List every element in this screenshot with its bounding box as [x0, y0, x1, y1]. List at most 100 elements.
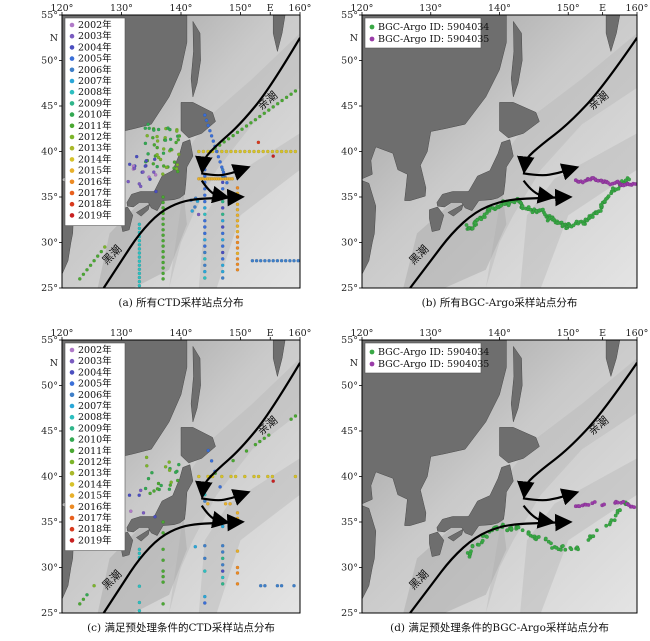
- legend-marker: [69, 470, 75, 476]
- legend-marker: [69, 403, 75, 409]
- legend-label: 2012年: [78, 131, 112, 143]
- station-point: [148, 177, 152, 182]
- legend-label: 2011年: [78, 445, 112, 457]
- land-mass: [190, 345, 201, 422]
- station-point: [243, 149, 247, 154]
- station-point: [220, 569, 225, 573]
- legend-label: 2008年: [78, 86, 112, 98]
- land-mass: [368, 287, 377, 288]
- station-point: [602, 502, 607, 507]
- station-point: [235, 224, 240, 228]
- land-mass: [67, 612, 75, 613]
- station-point: [137, 547, 142, 552]
- legend-marker: [369, 36, 375, 42]
- land-mass: [429, 531, 445, 557]
- station-point: [235, 235, 240, 239]
- station-point: [235, 130, 240, 135]
- station-point: [293, 414, 298, 418]
- station-point: [220, 218, 225, 223]
- station-point: [220, 238, 225, 242]
- lon-tick-label: 120°: [51, 328, 74, 339]
- station-point: [197, 474, 201, 479]
- land-mass: [447, 528, 464, 542]
- station-point: [201, 149, 206, 154]
- legend-label: 2004年: [78, 366, 112, 378]
- station-point: [146, 476, 151, 481]
- station-point: [283, 258, 288, 263]
- station-point: [543, 536, 548, 541]
- station-point: [292, 583, 296, 588]
- lat-tick-label: N: [50, 33, 58, 44]
- legend-box: [64, 342, 126, 551]
- station-point: [235, 246, 240, 250]
- station-point: [262, 436, 267, 441]
- station-point: [148, 491, 152, 496]
- legend-label: 2009年: [78, 422, 112, 434]
- station-point: [154, 189, 158, 194]
- station-point: [203, 269, 207, 274]
- station-point: [152, 143, 157, 147]
- kuroshio-extension-branch-arrow: [201, 164, 251, 181]
- station-point: [220, 257, 225, 261]
- station-point: [145, 464, 149, 468]
- station-point: [156, 481, 161, 486]
- station-point: [235, 511, 240, 515]
- station-point: [143, 126, 148, 130]
- station-point: [164, 165, 169, 170]
- station-point: [220, 524, 225, 529]
- station-point: [206, 502, 210, 506]
- station-point: [151, 135, 155, 140]
- station-point: [172, 160, 177, 164]
- station-point: [256, 140, 261, 145]
- depth-band: [485, 33, 637, 288]
- station-point: [203, 212, 207, 217]
- station-point: [129, 509, 133, 513]
- lon-tick-label: 160°: [289, 328, 312, 339]
- station-point: [167, 487, 172, 491]
- station-point: [235, 582, 240, 586]
- legend-marker: [369, 24, 375, 30]
- station-point: [137, 238, 142, 243]
- station-point: [161, 255, 165, 259]
- station-point: [168, 137, 173, 142]
- station-point: [137, 243, 142, 247]
- station-point: [99, 249, 104, 254]
- legend-label: 2010年: [78, 434, 112, 446]
- legend-box: [364, 342, 482, 374]
- station-point: [235, 571, 240, 575]
- station-point: [155, 134, 159, 139]
- station-point: [220, 167, 225, 172]
- station-point: [263, 583, 267, 588]
- lon-tick-label: 140°: [488, 3, 511, 14]
- station-point: [78, 277, 82, 281]
- legend-label: 2011年: [78, 120, 112, 132]
- lat-tick-label: 55°: [341, 335, 358, 346]
- station-point: [235, 191, 240, 196]
- station-point: [229, 474, 233, 479]
- station-point: [147, 126, 151, 131]
- station-point: [220, 556, 225, 561]
- lat-tick-label: 45°: [41, 101, 58, 112]
- station-point: [175, 163, 180, 167]
- land-mass: [499, 427, 540, 464]
- station-point: [464, 223, 469, 227]
- lon-tick-label: 140°: [170, 328, 193, 339]
- station-point: [293, 149, 298, 154]
- station-point: [235, 516, 240, 521]
- station-point: [238, 149, 242, 154]
- station-point: [137, 255, 142, 259]
- land-mass: [135, 528, 150, 542]
- land-mass: [429, 206, 445, 232]
- station-point: [220, 231, 225, 236]
- station-point: [235, 268, 240, 272]
- station-point: [137, 608, 142, 613]
- station-point: [161, 574, 165, 579]
- station-point: [240, 127, 244, 131]
- station-point: [126, 179, 130, 184]
- legend-marker: [69, 134, 75, 140]
- kuroshio-arrow: [409, 188, 573, 288]
- station-point: [138, 488, 143, 493]
- station-point: [203, 167, 207, 172]
- legend-marker: [69, 515, 75, 521]
